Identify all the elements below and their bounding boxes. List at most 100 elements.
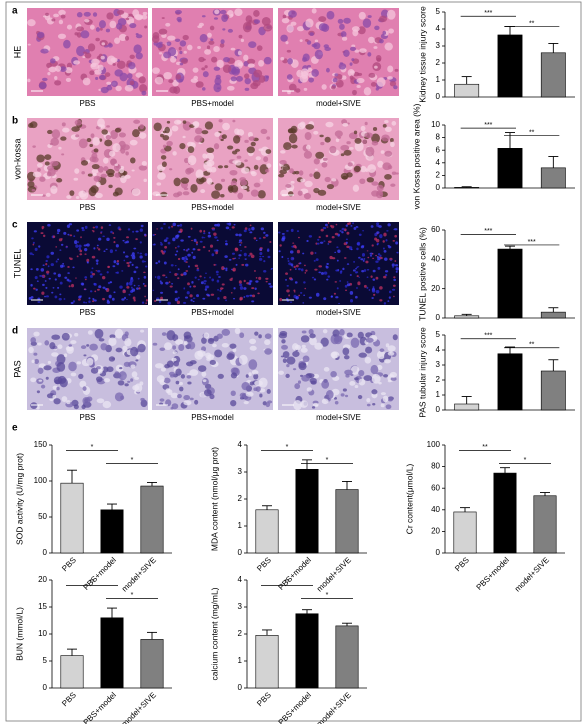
texture bbox=[383, 374, 389, 378]
texture bbox=[345, 238, 348, 241]
texture bbox=[258, 75, 266, 83]
texture bbox=[64, 276, 68, 279]
texture bbox=[259, 255, 262, 258]
texture bbox=[236, 155, 242, 159]
texture bbox=[233, 287, 236, 290]
texture bbox=[376, 350, 386, 360]
texture bbox=[112, 62, 116, 66]
texture bbox=[365, 146, 375, 157]
texture bbox=[130, 364, 136, 369]
texture bbox=[249, 231, 253, 234]
texture bbox=[182, 135, 186, 139]
texture bbox=[197, 278, 200, 281]
texture bbox=[366, 403, 371, 407]
texture bbox=[68, 285, 71, 288]
bar bbox=[540, 52, 566, 98]
texture bbox=[299, 262, 302, 265]
texture bbox=[255, 239, 258, 242]
texture bbox=[358, 256, 361, 259]
y-tick-label: 0 bbox=[436, 313, 441, 322]
texture bbox=[47, 129, 53, 135]
texture bbox=[326, 226, 329, 228]
texture bbox=[166, 140, 173, 147]
texture bbox=[166, 41, 172, 46]
texture bbox=[220, 39, 225, 44]
texture bbox=[106, 299, 110, 302]
texture bbox=[184, 296, 189, 299]
error-bar bbox=[342, 481, 352, 490]
texture bbox=[286, 49, 292, 53]
texture bbox=[196, 176, 205, 185]
texture bbox=[96, 247, 99, 249]
texture bbox=[160, 281, 163, 285]
texture bbox=[144, 265, 148, 268]
texture bbox=[47, 165, 55, 171]
texture bbox=[76, 45, 86, 57]
texture bbox=[135, 52, 143, 60]
texture bbox=[294, 344, 301, 351]
texture bbox=[380, 256, 383, 260]
image-label: PBS+model bbox=[191, 413, 234, 422]
texture bbox=[183, 400, 192, 406]
texture bbox=[312, 402, 319, 407]
texture bbox=[372, 286, 375, 288]
texture bbox=[263, 269, 267, 273]
texture bbox=[194, 350, 204, 360]
texture bbox=[311, 8, 317, 14]
texture bbox=[95, 76, 99, 81]
texture bbox=[359, 48, 367, 53]
texture bbox=[144, 284, 147, 288]
texture bbox=[185, 361, 194, 367]
texture bbox=[232, 348, 237, 353]
texture bbox=[139, 241, 142, 244]
bar bbox=[454, 403, 480, 411]
texture bbox=[322, 157, 328, 161]
texture bbox=[122, 345, 128, 352]
texture bbox=[242, 21, 252, 33]
texture bbox=[314, 39, 319, 43]
texture bbox=[347, 68, 355, 77]
texture bbox=[379, 254, 382, 257]
texture bbox=[130, 378, 134, 382]
texture bbox=[90, 367, 99, 374]
texture bbox=[126, 286, 130, 289]
texture bbox=[387, 165, 393, 170]
texture bbox=[195, 169, 204, 179]
texture bbox=[96, 366, 101, 370]
texture bbox=[44, 154, 52, 161]
texture bbox=[372, 403, 376, 406]
texture bbox=[38, 82, 47, 90]
texture bbox=[245, 374, 249, 378]
texture bbox=[302, 53, 310, 62]
texture bbox=[391, 263, 395, 267]
texture bbox=[385, 239, 388, 242]
bar bbox=[454, 83, 480, 98]
texture bbox=[116, 22, 123, 30]
texture bbox=[335, 79, 344, 88]
texture bbox=[210, 293, 215, 296]
texture bbox=[152, 342, 158, 346]
texture bbox=[260, 128, 268, 135]
texture bbox=[263, 231, 266, 234]
micrograph bbox=[278, 118, 399, 200]
texture bbox=[280, 355, 284, 358]
texture bbox=[47, 360, 52, 364]
texture bbox=[220, 9, 227, 15]
texture bbox=[226, 353, 235, 361]
texture bbox=[86, 344, 90, 347]
texture bbox=[177, 268, 180, 271]
texture bbox=[244, 77, 251, 85]
texture bbox=[349, 46, 357, 52]
texture bbox=[74, 240, 78, 245]
figure-border bbox=[5, 1, 582, 722]
texture bbox=[91, 156, 99, 163]
texture bbox=[297, 380, 302, 384]
texture bbox=[204, 121, 214, 130]
texture bbox=[32, 241, 35, 244]
texture bbox=[143, 275, 147, 279]
texture bbox=[382, 124, 387, 128]
texture bbox=[216, 59, 224, 69]
texture bbox=[392, 284, 396, 287]
texture bbox=[343, 49, 350, 57]
texture bbox=[341, 227, 345, 231]
